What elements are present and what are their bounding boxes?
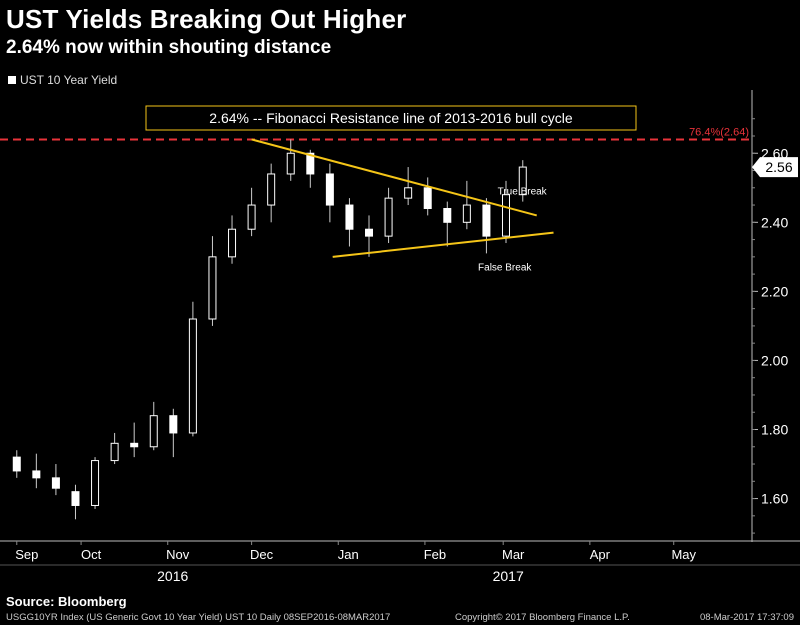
candle-body (462, 204, 471, 223)
legend-swatch (8, 76, 16, 84)
footer-timestamp: 08-Mar-2017 17:37:09 (699, 612, 794, 623)
candle-body (345, 204, 354, 230)
footer-copyright: Copyright© 2017 Bloomberg Finance L.P. (455, 612, 630, 623)
y-tick-label: 2.40 (761, 214, 788, 230)
candle-body (110, 442, 119, 462)
candle-body (404, 187, 413, 199)
candle-body (423, 187, 432, 209)
candle-body (12, 456, 21, 472)
break-annotation: False Break (478, 263, 532, 274)
y-tick-label: 2.00 (761, 352, 788, 368)
candle-body (501, 194, 510, 237)
x-tick-label: Nov (166, 547, 190, 562)
candle-body (325, 173, 334, 206)
annotation-box (145, 105, 637, 131)
legend: UST 10 Year Yield (8, 73, 117, 87)
year-label: 2017 (493, 568, 524, 584)
last-value-label: 2.56 (765, 159, 792, 175)
x-tick-label: Feb (424, 547, 446, 562)
candle-body (51, 477, 60, 489)
year-label: 2016 (157, 568, 188, 584)
chart-subtitle: 2.64% now within shouting distance (6, 37, 332, 58)
candle-body (306, 152, 315, 175)
footer-index-info: USGG10YR Index (US Generic Govt 10 Year … (6, 612, 391, 623)
source-label: Source: Bloomberg (6, 594, 127, 609)
candle-body (130, 442, 139, 448)
y-tick-label: 2.20 (761, 283, 788, 299)
x-tick-label: Dec (250, 547, 274, 562)
candle-body (228, 228, 237, 258)
candle-body (247, 204, 256, 230)
fib-level-label: 76.4%(2.64) (689, 126, 749, 138)
candle-body (384, 197, 393, 237)
candle-body (188, 318, 197, 434)
candle-body (208, 256, 217, 320)
x-tick-label: Jan (338, 547, 359, 562)
y-tick-label: 1.60 (761, 491, 788, 507)
candle-body (286, 152, 295, 175)
annotation-box-text: 2.64% -- Fibonacci Resistance line of 20… (209, 110, 573, 126)
candle-body (518, 166, 527, 196)
candle-body (149, 415, 158, 448)
candle-body (169, 415, 178, 434)
x-tick-label: Oct (81, 547, 102, 562)
candle-body (267, 173, 276, 206)
candle-body (482, 204, 491, 237)
x-tick-label: May (671, 547, 696, 562)
y-tick-label: 1.80 (761, 422, 788, 438)
last-value-marker (752, 157, 798, 178)
trendline-resistance (251, 138, 538, 217)
x-tick-label: Mar (502, 547, 525, 562)
candle-body (365, 228, 374, 237)
x-tick-label: Apr (590, 547, 611, 562)
candle-body (71, 491, 80, 506)
candle-body (91, 460, 100, 506)
x-tick-label: Sep (15, 547, 38, 562)
candle-body (32, 470, 41, 479)
legend-label: UST 10 Year Yield (20, 73, 118, 87)
chart-title: UST Yields Breaking Out Higher (6, 4, 407, 34)
break-annotation: True Break (498, 187, 548, 198)
trendline-support (332, 231, 554, 258)
candle-body (443, 208, 452, 223)
